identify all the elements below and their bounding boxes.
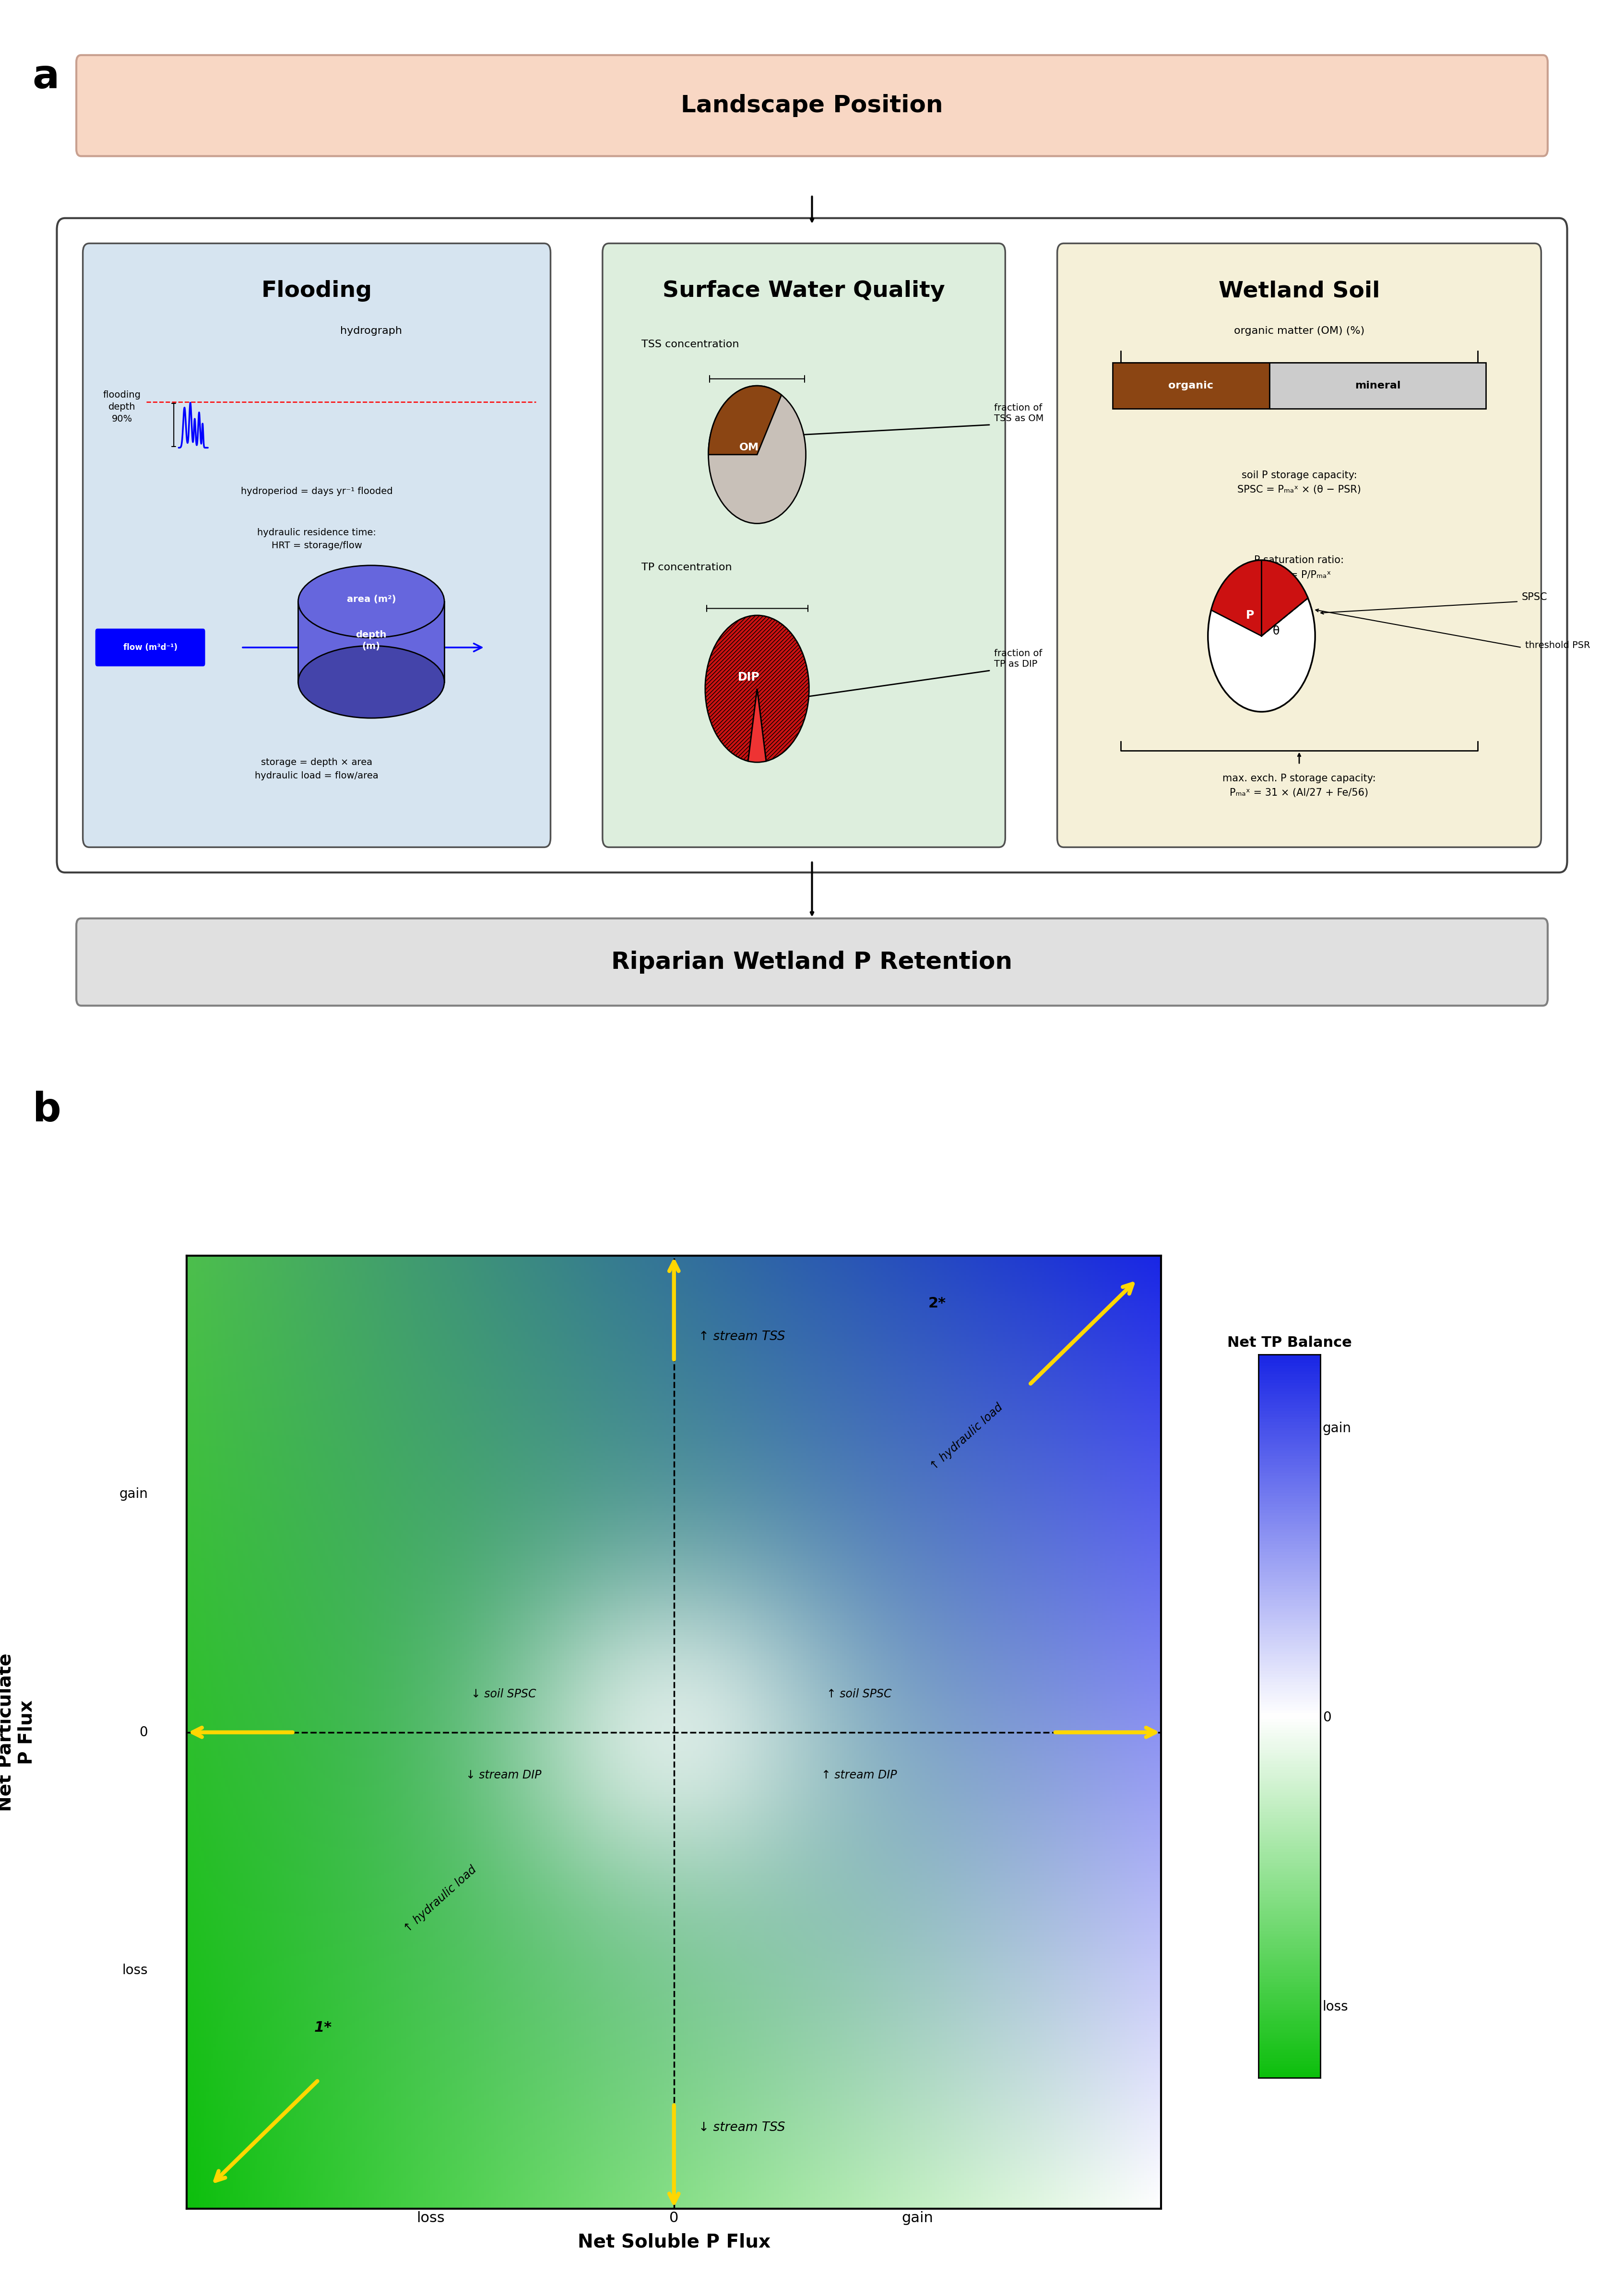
Text: P: P — [1246, 608, 1254, 622]
Circle shape — [708, 386, 806, 523]
Text: ↓ stream TSS: ↓ stream TSS — [698, 2122, 784, 2133]
Text: loss: loss — [122, 1963, 148, 1977]
Text: hydraulic residence time:
HRT = storage/flow: hydraulic residence time: HRT = storage/… — [257, 528, 377, 551]
Text: Net Particulate
P Flux: Net Particulate P Flux — [0, 1653, 36, 1812]
Text: mineral: mineral — [1354, 381, 1400, 390]
Text: P saturation ratio:
PSR = P/Pₘₐˣ: P saturation ratio: PSR = P/Pₘₐˣ — [1254, 556, 1345, 579]
Bar — [1270, 363, 1486, 409]
Text: a: a — [32, 57, 60, 96]
Text: ↑ hydraulic load: ↑ hydraulic load — [927, 1401, 1005, 1472]
FancyBboxPatch shape — [96, 629, 205, 666]
Text: organic: organic — [1168, 381, 1213, 390]
Text: ↓ stream DIP: ↓ stream DIP — [466, 1770, 541, 1782]
Text: flooding
depth
90%: flooding depth 90% — [102, 390, 141, 422]
Text: SPSC: SPSC — [1522, 592, 1548, 602]
FancyBboxPatch shape — [76, 55, 1548, 156]
Text: fraction of
TP as DIP: fraction of TP as DIP — [994, 650, 1043, 668]
Text: threshold PSR: threshold PSR — [1525, 641, 1590, 650]
FancyBboxPatch shape — [1057, 243, 1541, 847]
Text: gain: gain — [119, 1488, 148, 1502]
Text: hydroperiod = days yr⁻¹ flooded: hydroperiod = days yr⁻¹ flooded — [240, 487, 393, 496]
Text: Surface Water Quality: Surface Water Quality — [663, 280, 945, 301]
Wedge shape — [749, 689, 767, 762]
Text: depth
(m): depth (m) — [356, 631, 387, 650]
Text: flow (m³d⁻¹): flow (m³d⁻¹) — [123, 643, 177, 652]
Text: ↑ soil SPSC: ↑ soil SPSC — [827, 1688, 892, 1699]
Ellipse shape — [299, 645, 445, 719]
Text: Wetland Soil: Wetland Soil — [1218, 280, 1380, 301]
Circle shape — [1208, 560, 1315, 712]
Text: ↑ stream DIP: ↑ stream DIP — [822, 1770, 896, 1782]
Text: TP concentration: TP concentration — [641, 563, 732, 572]
Text: soil P storage capacity:
SPSC = Pₘₐˣ × (θ − PSR): soil P storage capacity: SPSC = Pₘₐˣ × (… — [1237, 471, 1361, 494]
Text: ↓ soil SPSC: ↓ soil SPSC — [471, 1688, 536, 1699]
FancyBboxPatch shape — [76, 918, 1548, 1006]
Ellipse shape — [299, 565, 445, 638]
Title: Net TP Balance: Net TP Balance — [1228, 1336, 1351, 1350]
Text: fraction of
TSS as OM: fraction of TSS as OM — [994, 404, 1044, 422]
Text: ↑ stream TSS: ↑ stream TSS — [698, 1332, 784, 1343]
Text: DIP: DIP — [737, 670, 760, 684]
Text: Riparian Wetland P Retention: Riparian Wetland P Retention — [612, 951, 1012, 974]
Text: 0: 0 — [140, 1727, 148, 1738]
Text: Landscape Position: Landscape Position — [680, 94, 944, 117]
Bar — [1112, 363, 1270, 409]
Text: hydrograph: hydrograph — [341, 326, 403, 335]
FancyBboxPatch shape — [57, 218, 1567, 872]
Text: ↑ hydraulic load: ↑ hydraulic load — [401, 1864, 479, 1936]
Text: max. exch. P storage capacity:
Pₘₐˣ = 31 × (Al/27 + Fe/56): max. exch. P storage capacity: Pₘₐˣ = 31… — [1223, 774, 1376, 797]
FancyBboxPatch shape — [83, 243, 551, 847]
Wedge shape — [1212, 560, 1307, 636]
Bar — [299, 602, 445, 682]
Text: b: b — [32, 1091, 62, 1130]
Text: θ: θ — [1273, 625, 1280, 638]
Text: TSS concentration: TSS concentration — [641, 340, 739, 349]
Text: area (m²): area (m²) — [346, 595, 396, 604]
Text: Flooding: Flooding — [261, 280, 372, 301]
Text: 2*: 2* — [929, 1297, 945, 1311]
FancyBboxPatch shape — [603, 243, 1005, 847]
Text: organic matter (OM) (%): organic matter (OM) (%) — [1234, 326, 1364, 335]
Wedge shape — [705, 615, 809, 762]
Text: OM: OM — [739, 443, 758, 452]
X-axis label: Net Soluble P Flux: Net Soluble P Flux — [578, 2234, 770, 2250]
Text: storage = depth × area
hydraulic load = flow/area: storage = depth × area hydraulic load = … — [255, 758, 378, 781]
Text: 1*: 1* — [313, 2020, 333, 2034]
Wedge shape — [708, 386, 781, 455]
